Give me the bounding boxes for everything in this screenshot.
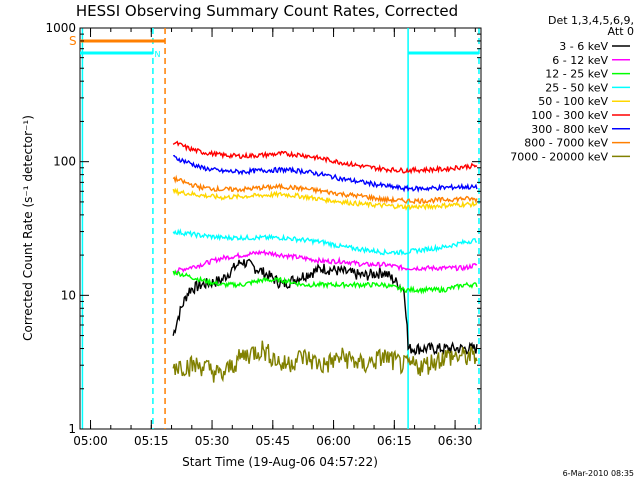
series-line (172, 258, 478, 356)
legend-label: 800 - 7000 keV (524, 137, 608, 150)
x-tick-label: 05:00 (73, 434, 108, 448)
legend-label: 300 - 800 keV (531, 123, 608, 136)
y-tick-label: 1 (68, 422, 76, 436)
x-axis: 05:00 05:15 05:30 05:45 06:00 06:15 06:30 (73, 28, 476, 448)
series-line (173, 154, 478, 193)
timestamp: 6-Mar-2010 08:35 (563, 469, 634, 478)
series-line (172, 340, 478, 383)
attenuator-marker-n: N (155, 50, 161, 59)
x-tick-label: 05:15 (134, 434, 169, 448)
attenuator-marker-s: S (69, 34, 77, 48)
legend-label: 12 - 25 keV (545, 68, 608, 81)
legend-label: 3 - 6 keV (559, 40, 608, 53)
series-line (172, 174, 478, 205)
y-tick-label: 1000 (45, 21, 76, 35)
x-tick-label: 06:00 (316, 434, 351, 448)
plot-frame (79, 27, 482, 430)
x-tick-label: 06:15 (377, 434, 412, 448)
chart-title: HESSI Observing Summary Count Rates, Cor… (76, 2, 458, 20)
series-line (172, 228, 477, 256)
legend-label: 25 - 50 keV (545, 81, 608, 94)
series-line (172, 187, 478, 211)
x-tick-label: 06:30 (438, 434, 473, 448)
x-tick-label: 05:45 (256, 434, 291, 448)
x-tick-label: 05:30 (195, 434, 230, 448)
series-line (173, 249, 478, 275)
series-layer: SN (69, 34, 479, 383)
legend-label: 100 - 300 keV (531, 109, 608, 122)
legend-header: Det 1,3,4,5,6,9, (548, 14, 634, 27)
x-axis-label: Start Time (19-Aug-06 04:57:22) (182, 455, 378, 469)
series-line (172, 140, 478, 175)
y-axis-label: Corrected Count Rate (s⁻¹ detector⁻¹) (21, 115, 35, 341)
y-tick-label: 100 (53, 155, 76, 169)
y-tick-label: 10 (61, 288, 76, 302)
legend-header: Att 0 (608, 25, 634, 38)
legend-label: 50 - 100 keV (538, 95, 608, 108)
legend-label: 6 - 12 keV (552, 54, 608, 67)
y-axis: 1 10 100 1000 (45, 21, 481, 436)
legend-label: 7000 - 20000 keV (510, 150, 608, 163)
series-line (172, 269, 478, 295)
